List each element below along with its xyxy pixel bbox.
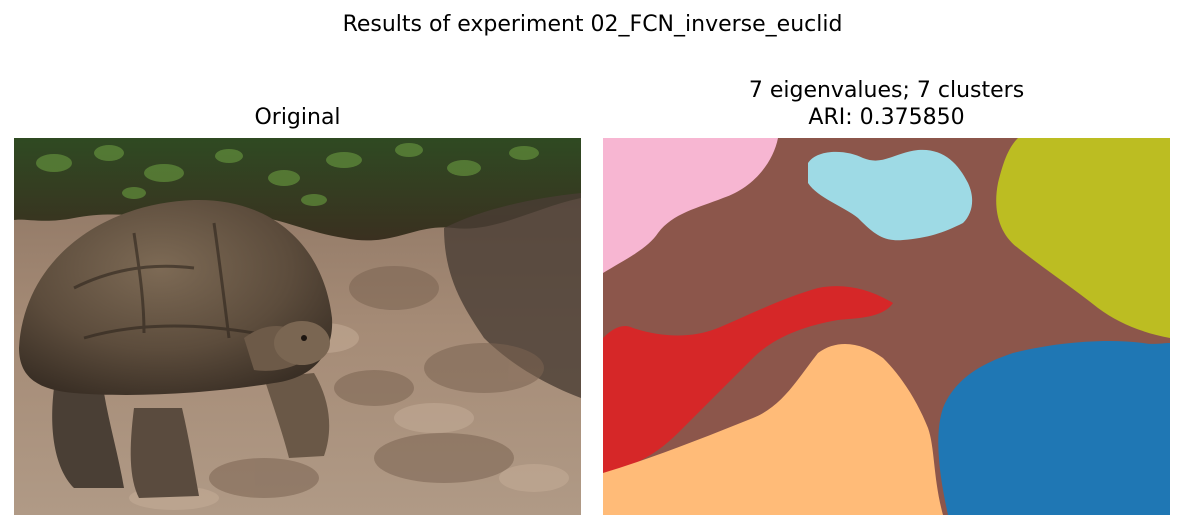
cluster-light-blue (808, 149, 973, 241)
cluster-pink (603, 138, 778, 273)
segmentation-title-line2: ARI: 0.375850 (808, 105, 965, 130)
cluster-peach (603, 343, 943, 515)
segmentation-title-line1: 7 eigenvalues; 7 clusters (748, 78, 1025, 103)
cluster-olive (996, 138, 1170, 338)
cluster-blue (938, 341, 1170, 515)
figure-suptitle: Results of experiment 02_FCN_inverse_euc… (342, 12, 843, 37)
original-image (14, 138, 581, 515)
cluster-segmentation-map (603, 138, 1170, 515)
original-image-title: Original (254, 105, 341, 130)
segmentation-title: 7 eigenvalues; 7 clusters ARI: 0.375850 (603, 77, 1170, 131)
cluster-red (603, 286, 893, 473)
